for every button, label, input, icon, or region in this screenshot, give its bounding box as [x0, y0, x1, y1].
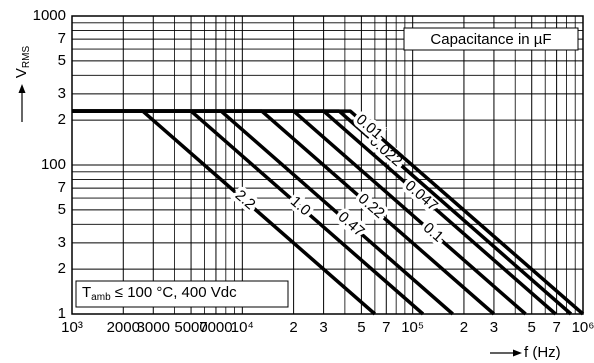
x-tick-label: 2 — [289, 319, 297, 336]
x-tick-label: 10⁴ — [231, 319, 254, 336]
y-tick-label: 3 — [58, 85, 66, 102]
x-tick-label: 3 — [490, 319, 498, 336]
curve — [72, 109, 585, 316]
x-tick-label: 7 — [382, 319, 390, 336]
y-arrowhead — [18, 84, 26, 93]
y-label: VRMS — [13, 46, 32, 79]
x-tick-label: 5 — [357, 319, 365, 336]
x-tick-label: 2000 — [107, 319, 140, 336]
x-tick-label: 7000 — [199, 319, 232, 336]
annotation-sub: amb — [91, 292, 111, 303]
y-tick-label: 2 — [58, 111, 66, 128]
plot-frame — [71, 15, 584, 315]
x-arrowhead — [513, 349, 522, 357]
annotation-box — [75, 280, 289, 308]
legend-title: Capacitance in µF — [430, 31, 551, 48]
x-label: f (Hz) — [524, 344, 561, 361]
x-tick-label: 5 — [528, 319, 536, 336]
annotation-main: T — [82, 284, 91, 301]
x-tick-label: 7 — [552, 319, 560, 336]
y-tick-label: 2 — [58, 260, 66, 277]
y-axis-title: VRMS — [13, 46, 32, 79]
y-tick-label: 3 — [58, 234, 66, 251]
y-tick-label: 1000 — [33, 7, 66, 24]
x-tick-label: 3000 — [137, 319, 170, 336]
y-tick-label: 7 — [58, 179, 66, 196]
y-tick-label: 5 — [58, 201, 66, 218]
x-tick-label: 5000 — [174, 319, 207, 336]
y-tick-label: 5 — [58, 52, 66, 69]
x-tick-label: 10³ — [61, 319, 83, 336]
y-tick-label: 7 — [58, 30, 66, 47]
x-tick-label: 3 — [319, 319, 327, 336]
legend-box — [403, 27, 579, 51]
x-tick-label: 10⁵ — [401, 319, 424, 336]
annotation-rest: ≤ 100 °C, 400 Vdc — [111, 284, 237, 301]
x-tick-label: 10⁶ — [572, 319, 594, 336]
y-tick-label: 100 — [41, 156, 66, 173]
x-tick-label: 2 — [460, 319, 468, 336]
annotation: Tamb ≤ 100 °C, 400 Vdc — [82, 284, 237, 303]
y-tick-label: 1 — [58, 305, 66, 322]
